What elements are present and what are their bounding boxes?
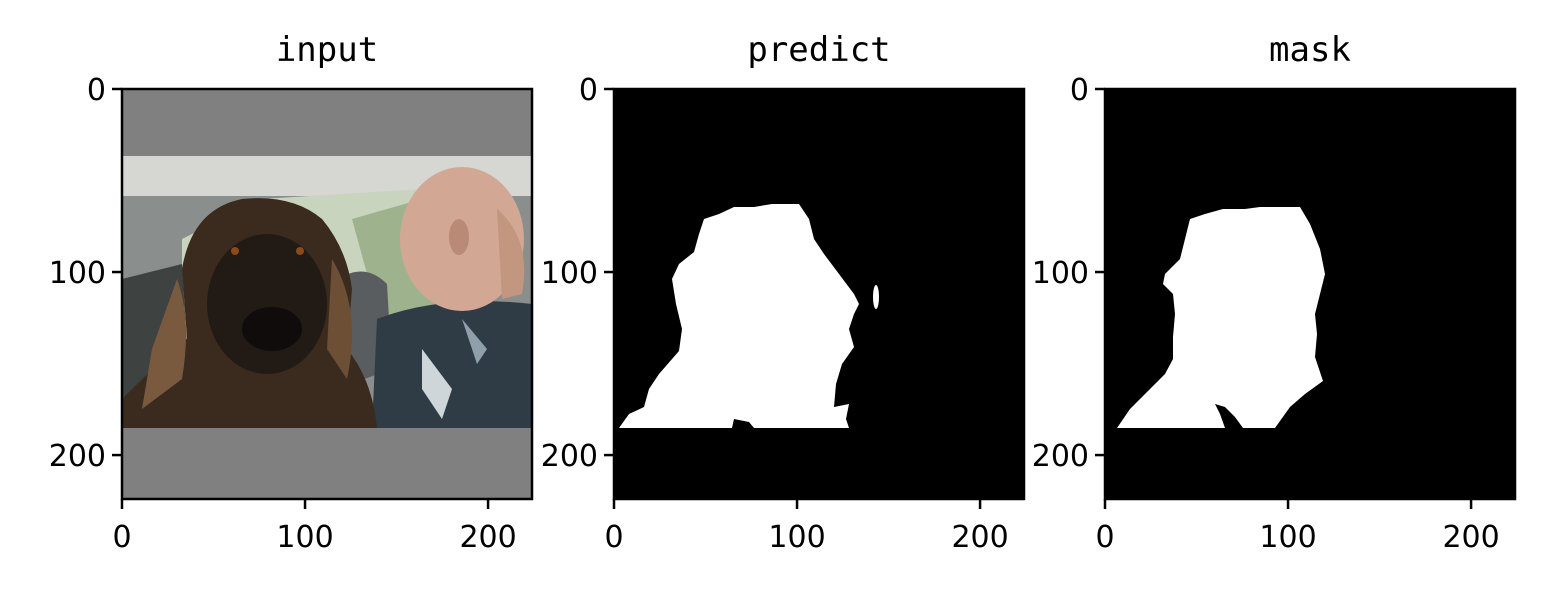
x-tick-label: 0: [112, 520, 131, 555]
axes-frame: [1103, 87, 1517, 501]
dog-nose: [242, 307, 302, 351]
top-pad: [122, 89, 532, 156]
y-tick-label: 100: [1032, 256, 1089, 291]
axes-ticks: 0 100 200 0 100 200: [1032, 73, 1500, 555]
panel-title: input: [276, 30, 378, 70]
x-tick-label: 100: [768, 520, 825, 555]
x-tick-label: 100: [1259, 520, 1316, 555]
y-tick-label: 0: [1070, 73, 1089, 108]
dog-eye-left: [231, 247, 239, 255]
dog-fur-light-2: [327, 259, 352, 379]
y-tick-label: 0: [87, 73, 106, 108]
panel-input: input 0 100 200: [49, 30, 534, 555]
y-tick-label: 0: [579, 73, 598, 108]
man-ear: [449, 219, 469, 255]
y-tick-label: 200: [541, 439, 598, 474]
man-jacket: [372, 301, 532, 428]
axes-ticks: 0 100 200 0 100 200: [541, 73, 1009, 555]
ground-truth-region: [1117, 207, 1325, 428]
dog-eye-right: [296, 247, 304, 255]
dog-face: [207, 234, 327, 374]
x-tick-label: 0: [604, 520, 623, 555]
y-tick-label: 100: [541, 256, 598, 291]
panel-title: mask: [1269, 30, 1351, 70]
predicted-blob: [873, 285, 879, 309]
axes-ticks: 0 100 200 0 100 200: [49, 73, 517, 555]
y-tick-label: 100: [49, 256, 106, 291]
x-tick-label: 0: [1095, 520, 1114, 555]
axes-frame: [120, 87, 534, 501]
panel-predict: predict 0 100 200 0 100 200: [541, 30, 1026, 555]
x-tick-label: 200: [951, 520, 1008, 555]
bottom-pad: [122, 428, 532, 499]
predicted-region: [619, 204, 859, 428]
x-tick-label: 200: [1442, 520, 1499, 555]
panel-mask: mask 0 100 200 0 100 200: [1032, 30, 1517, 555]
y-tick-label: 200: [49, 439, 106, 474]
axes-frame: [612, 87, 1026, 501]
y-tick-label: 200: [1032, 439, 1089, 474]
input-image: [122, 89, 532, 499]
dog-fur-light: [142, 279, 186, 409]
panel-title: predict: [747, 30, 890, 70]
man-face-shadow: [497, 209, 525, 299]
jacket-highlight-2: [462, 319, 487, 364]
x-tick-label: 200: [459, 520, 516, 555]
jacket-highlight: [422, 349, 452, 419]
x-tick-label: 100: [276, 520, 333, 555]
